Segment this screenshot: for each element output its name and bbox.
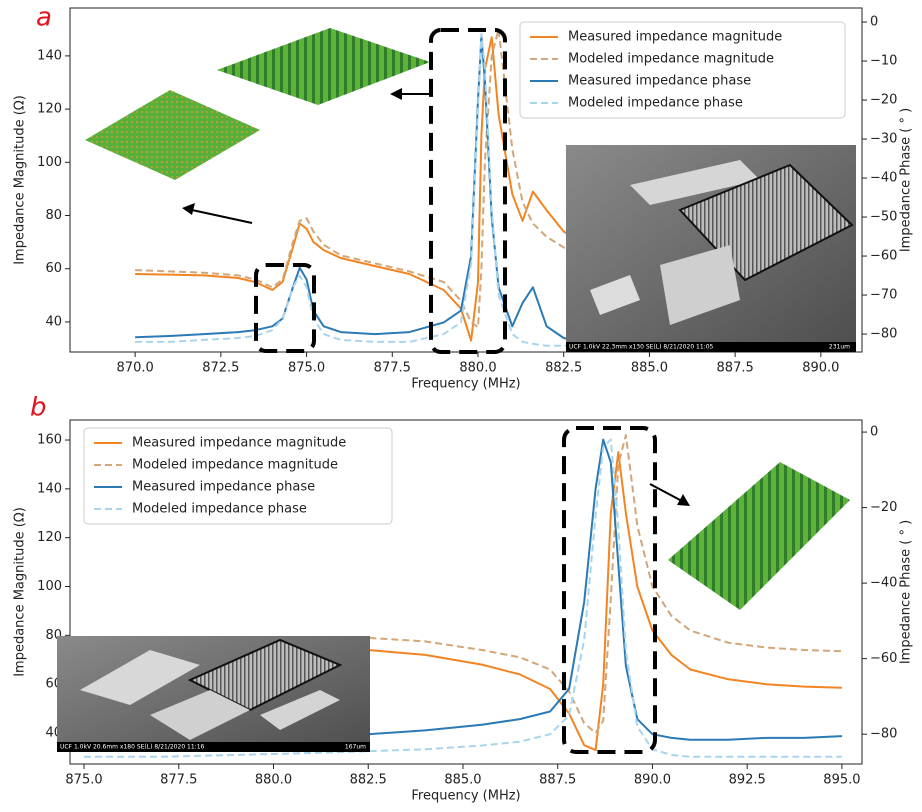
y-tick-label: 60 xyxy=(45,261,62,276)
pad xyxy=(150,690,250,740)
x-tick-label: 890.0 xyxy=(634,773,671,788)
x-tick-label: 882.5 xyxy=(350,773,387,788)
x-tick-label: 885.0 xyxy=(631,361,668,376)
y-tick-label: 80 xyxy=(45,208,62,223)
y2-tick-label: −10 xyxy=(870,54,897,69)
caption-bar xyxy=(57,742,370,752)
dashed-box xyxy=(254,263,316,353)
legend-label: Measured impedance magnitude xyxy=(132,436,346,451)
y-tick-label: 120 xyxy=(37,102,62,117)
y-tick-label: 160 xyxy=(37,433,62,448)
x-tick-label: 887.5 xyxy=(717,361,754,376)
arrow xyxy=(191,209,253,224)
sem-inset: UCF 1.0kV 20.6mm x180 SE(L) 8/21/2020 11… xyxy=(57,636,370,752)
arrowhead xyxy=(182,203,195,215)
legend-label: Modeled impedance phase xyxy=(568,96,743,111)
panel-label: a xyxy=(36,3,52,33)
dashed-box xyxy=(562,426,657,754)
y2-tick-label: −40 xyxy=(870,576,897,591)
series-line xyxy=(84,438,842,758)
y2-tick-label: −60 xyxy=(870,249,897,264)
x-tick-label: 880.0 xyxy=(459,361,496,376)
y2-tick-label: −80 xyxy=(870,727,897,742)
y2-tick-label: 0 xyxy=(870,15,878,30)
y2-tick-label: 0 xyxy=(870,425,878,440)
x-tick-label: 885.0 xyxy=(444,773,481,788)
arrow xyxy=(649,483,681,501)
dashed-box xyxy=(429,28,507,354)
inset-scale: 231um xyxy=(829,344,850,351)
legend-label: Modeled impedance magnitude xyxy=(568,52,774,67)
x-tick-label: 872.5 xyxy=(202,361,239,376)
y2-tick-label: −50 xyxy=(870,210,897,225)
pad xyxy=(630,160,760,205)
legend-label: Measured impedance magnitude xyxy=(568,30,782,45)
arrowhead xyxy=(390,88,402,100)
x-tick-label: 877.5 xyxy=(374,361,411,376)
y-tick-label: 40 xyxy=(45,314,62,329)
y-axis-label: Impedance Magnitude (Ω) xyxy=(13,95,28,265)
x-tick-label: 887.5 xyxy=(539,773,576,788)
x-tick-label: 895.0 xyxy=(823,773,860,788)
x-tick-label: 877.5 xyxy=(160,773,197,788)
model-render xyxy=(85,28,850,610)
inset-caption: UCF 1.0kV 20.6mm x180 SE(L) 8/21/2020 11… xyxy=(60,744,205,751)
legends: Measured impedance magnitude Modeled impe… xyxy=(83,21,846,525)
y2-tick-label: −30 xyxy=(870,132,897,147)
pad xyxy=(260,690,340,730)
x-axis-label: Frequency (MHz) xyxy=(411,789,520,804)
legend-label: Measured impedance phase xyxy=(568,74,751,89)
y2-tick-label: −40 xyxy=(870,171,897,186)
panel-label: b xyxy=(30,393,47,423)
plot-frame xyxy=(69,419,863,765)
x-axis-label: Frequency (MHz) xyxy=(411,377,520,392)
legend-box xyxy=(83,427,393,525)
pad xyxy=(590,275,640,315)
y-tick-label: 140 xyxy=(37,481,62,496)
y-tick-label: 120 xyxy=(37,530,62,545)
y2-tick-label: −70 xyxy=(870,288,897,303)
arrowhead xyxy=(677,494,690,506)
legend-label: Modeled impedance phase xyxy=(132,502,307,517)
x-tick-label: 892.5 xyxy=(729,773,766,788)
y-tick-label: 100 xyxy=(37,579,62,594)
x-tick-label: 870.0 xyxy=(117,361,154,376)
inset-caption: UCF 1.0kV 22.3mm x130 SE(L) 8/21/2020 11… xyxy=(569,344,714,351)
y2-axis-label: Impedance Phase ( ° ) xyxy=(899,108,914,252)
legend-box xyxy=(519,21,846,119)
caption-bar xyxy=(566,342,856,352)
resonator-model xyxy=(668,462,850,610)
y2-tick-label: −60 xyxy=(870,651,897,666)
x-tick-label: 890.0 xyxy=(802,361,839,376)
legend-label: Modeled impedance magnitude xyxy=(132,458,338,473)
legend-label: Measured impedance phase xyxy=(132,480,315,495)
y2-axis-label: Impedance Phase ( ° ) xyxy=(899,520,914,664)
y-axis-label: Impedance Magnitude (Ω) xyxy=(13,507,28,677)
x-tick-label: 875.0 xyxy=(65,773,102,788)
arrows xyxy=(182,88,690,506)
y-tick-label: 100 xyxy=(37,155,62,170)
y-tick-label: 140 xyxy=(37,48,62,63)
x-tick-label: 882.5 xyxy=(545,361,582,376)
series-line xyxy=(135,32,838,347)
pad xyxy=(80,650,200,705)
inset-scale: 167um xyxy=(345,744,366,751)
x-tick-label: 875.0 xyxy=(288,361,325,376)
y2-tick-label: −20 xyxy=(870,93,897,108)
sem-inset: UCF 1.0kV 22.3mm x130 SE(L) 8/21/2020 11… xyxy=(566,145,856,352)
y2-tick-label: −20 xyxy=(870,500,897,515)
y2-tick-label: −80 xyxy=(870,327,897,342)
x-tick-label: 880.0 xyxy=(255,773,292,788)
pad xyxy=(660,245,740,325)
resonator-model xyxy=(217,28,430,105)
resonator-model xyxy=(85,90,260,180)
highlight-boxes xyxy=(254,28,657,754)
